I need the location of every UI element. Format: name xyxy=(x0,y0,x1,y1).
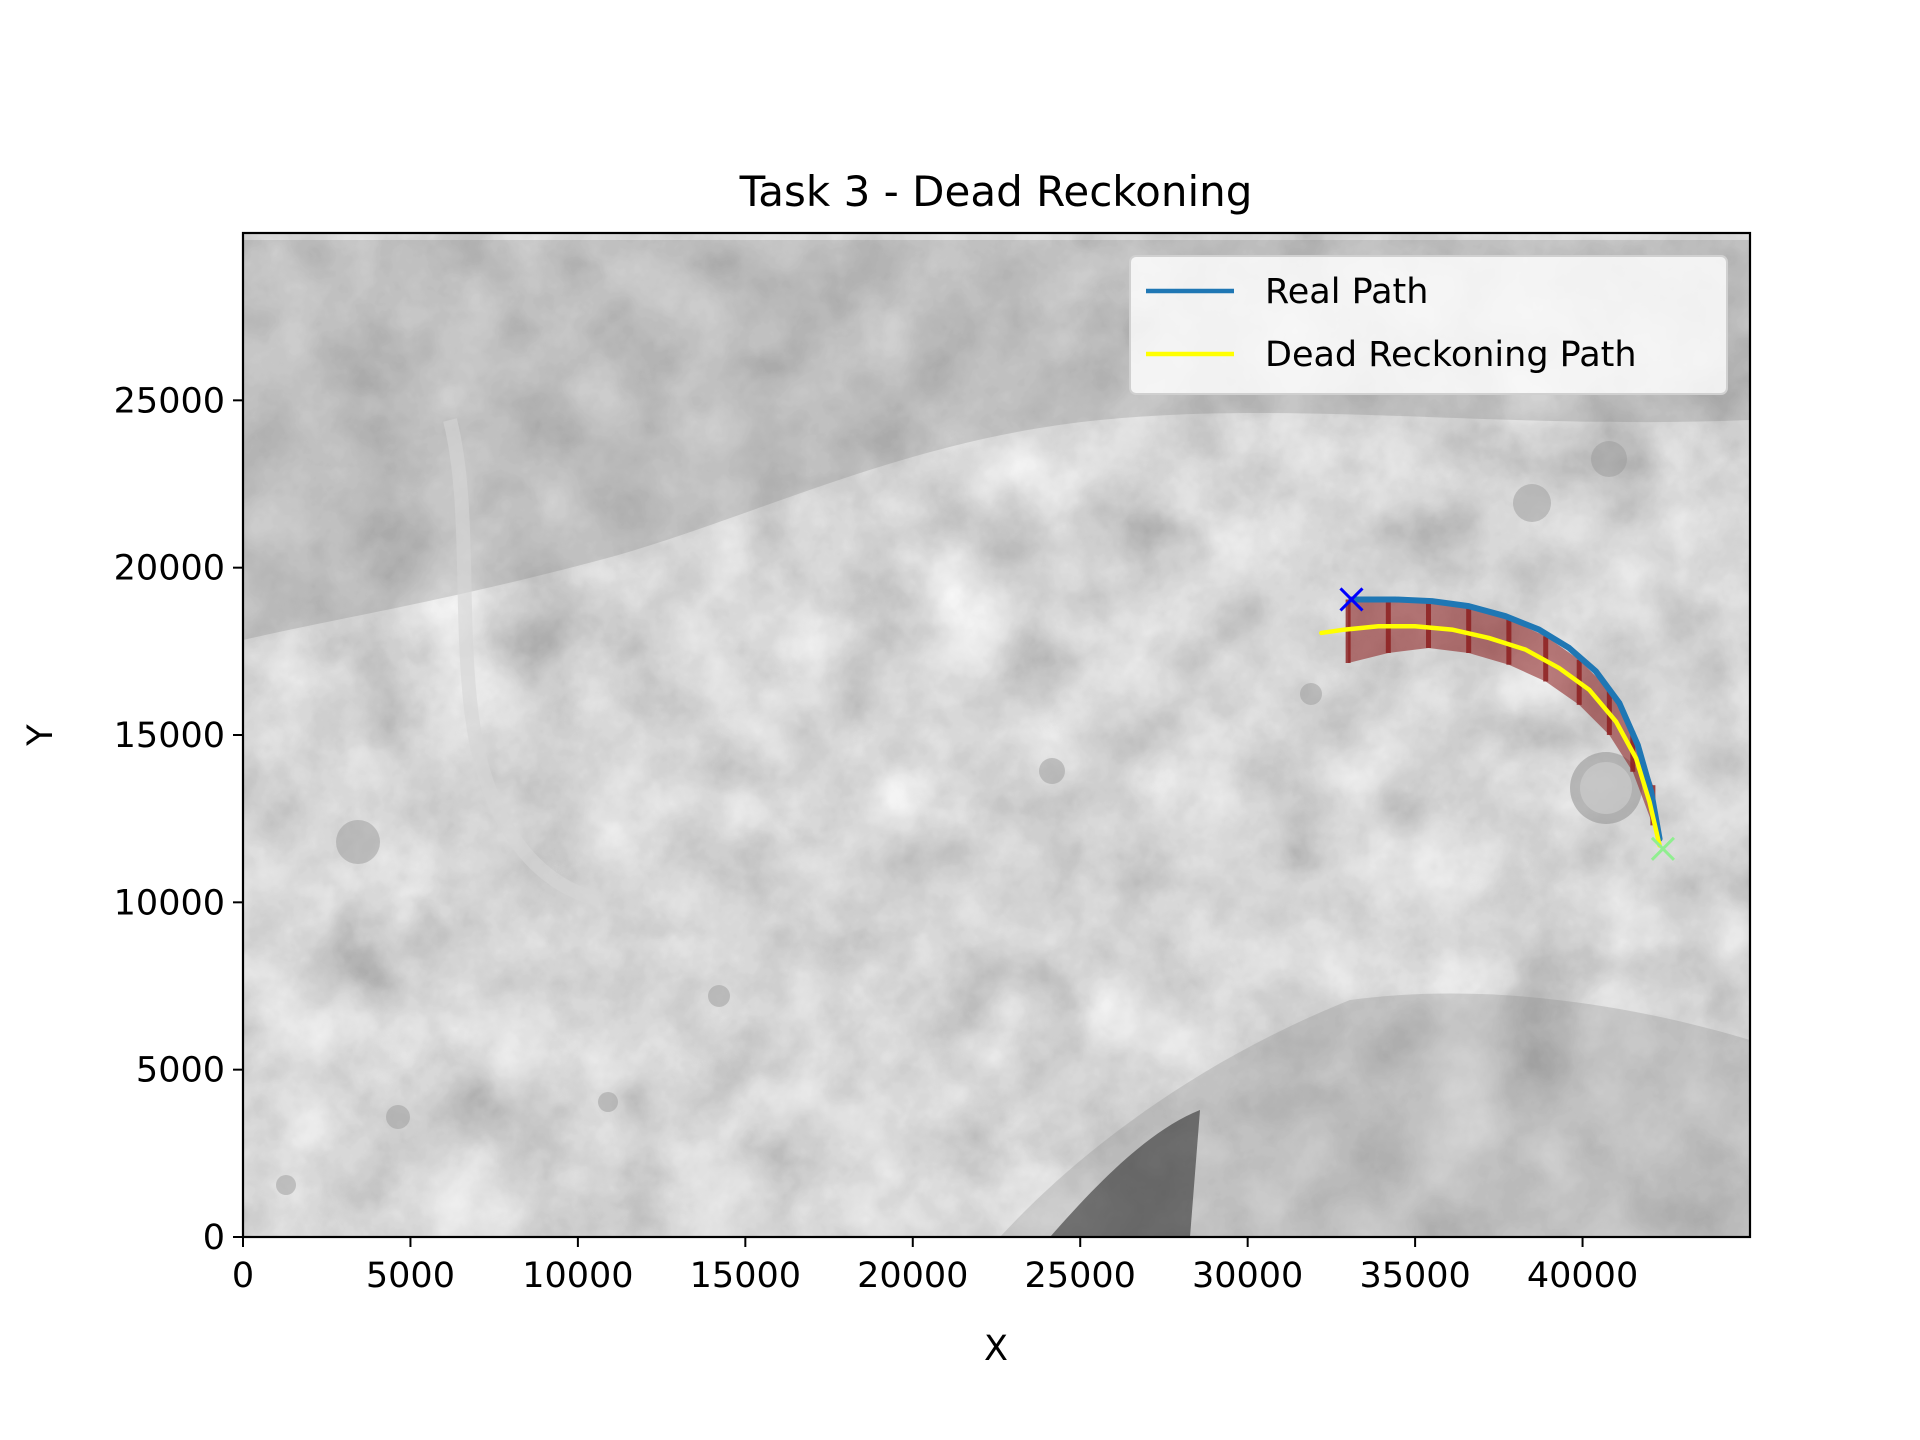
x-tick-label: 30000 xyxy=(1192,1256,1303,1296)
legend: Real Path Dead Reckoning Path xyxy=(1129,255,1728,395)
series-layer xyxy=(1319,596,1663,848)
terrain-background xyxy=(243,233,1750,1237)
marker-layer xyxy=(1339,587,1675,861)
x-tick-label: 25000 xyxy=(1025,1256,1136,1296)
x-axis-label: X xyxy=(984,1329,1008,1369)
x-tick-label: 35000 xyxy=(1359,1256,1470,1296)
legend-label-real-path: Real Path xyxy=(1265,272,1428,312)
x-tick-label: 10000 xyxy=(522,1256,633,1296)
y-tick-label: 20000 xyxy=(114,549,225,589)
series-line-dead-reckoning-path xyxy=(1319,623,1662,848)
x-tick-label: 5000 xyxy=(366,1256,455,1296)
y-tick-label: 25000 xyxy=(114,381,225,421)
y-tick-label: 0 xyxy=(203,1218,225,1258)
chart-title: Task 3 - Dead Reckoning xyxy=(739,167,1253,216)
legend-box xyxy=(1129,255,1728,395)
x-tick-label: 15000 xyxy=(690,1256,801,1296)
start-marker xyxy=(1339,587,1364,612)
end-marker xyxy=(1650,836,1675,861)
legend-label-dead-reckoning-path: Dead Reckoning Path xyxy=(1265,335,1637,375)
marker-stroke xyxy=(1339,587,1364,612)
series-line-real-path xyxy=(1348,596,1663,842)
x-axis: 0 5000 10000 15000 20000 25000 30000 35000 40000 xyxy=(232,1237,1638,1296)
y-tick-label: 10000 xyxy=(114,883,225,923)
y-axis-label: Y xyxy=(21,724,61,747)
y-axis: 0 5000 10000 15000 20000 25000 xyxy=(114,381,243,1258)
y-tick-label: 5000 xyxy=(136,1051,225,1091)
y-tick-label: 15000 xyxy=(114,716,225,756)
x-tick-label: 0 xyxy=(232,1256,254,1296)
x-tick-label: 20000 xyxy=(857,1256,968,1296)
x-tick-label: 40000 xyxy=(1527,1256,1638,1296)
marker-stroke xyxy=(1650,836,1675,861)
